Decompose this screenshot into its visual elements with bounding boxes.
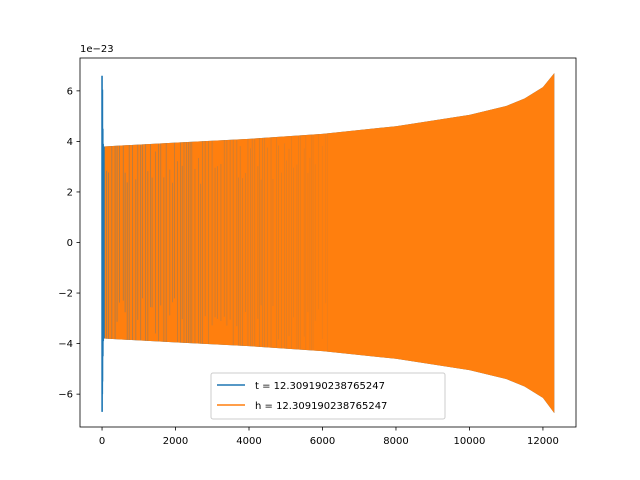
x-tick-label: 6000 [310,436,335,447]
legend-label-t: t = 12.309190238765247 [255,381,385,392]
x-tick-label: 0 [99,436,105,447]
x-tick-label: 8000 [383,436,408,447]
y-tick-label: 2 [67,187,73,198]
y-tick-label: −4 [58,339,73,350]
y-axis: −6 −4 −2 0 2 4 6 [58,86,80,401]
y-tick-label: −6 [58,390,73,401]
y-tick-label: 6 [67,86,73,97]
y-axis-offset-label: 1e−23 [80,44,114,55]
series-h-body [103,73,555,414]
y-tick-label: −2 [58,289,73,300]
series-t-initial-spikes [101,75,105,412]
x-tick-label: 10000 [454,436,486,447]
x-tick-label: 12000 [527,436,559,447]
x-tick-label: 4000 [236,436,261,447]
x-axis: 0 2000 4000 6000 8000 10000 12000 [99,427,559,447]
legend: t = 12.309190238765247 h = 12.3091902387… [210,372,446,420]
legend-label-h: h = 12.309190238765247 [255,401,387,412]
legend-box [210,372,446,420]
x-tick-label: 2000 [163,436,188,447]
y-tick-label: 4 [67,137,73,148]
series-t-oscillation-lines [106,133,328,352]
y-tick-label: 0 [67,238,73,249]
